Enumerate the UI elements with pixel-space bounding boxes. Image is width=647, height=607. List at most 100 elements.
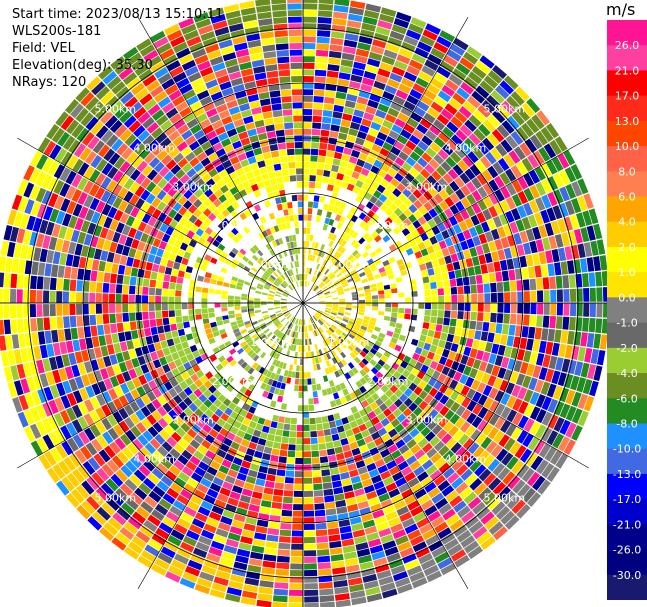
velocity-gate [174,358,183,368]
velocity-gate [147,455,160,467]
velocity-gate [327,255,333,262]
velocity-gate [243,584,259,593]
velocity-gate [508,150,521,164]
velocity-gate [322,259,328,266]
velocity-gate [404,313,411,320]
velocity-gate [385,307,392,312]
velocity-gate [247,305,254,309]
velocity-gate [321,123,331,131]
velocity-gate [295,254,299,261]
velocity-gate [266,268,273,275]
velocity-gate [369,347,378,355]
velocity-gate [403,218,412,227]
velocity-gate [373,159,383,169]
velocity-gate [135,422,147,434]
velocity-gate [422,459,434,471]
velocity-gate [209,482,222,493]
velocity-gate [121,502,135,516]
velocity-gate [72,434,85,449]
velocity-gate [188,194,198,204]
velocity-gate [149,279,157,288]
velocity-gate [464,303,471,312]
velocity-gate [304,326,306,332]
velocity-gate [257,132,268,141]
velocity-gate [475,274,483,284]
velocity-gate [411,244,420,253]
velocity-gate [332,567,346,575]
velocity-gate [434,521,449,534]
velocity-gate [315,312,322,317]
velocity-gate [383,173,394,183]
velocity-gate [400,269,408,277]
velocity-gate [395,322,403,329]
velocity-gate [106,497,120,511]
velocity-gate [503,247,512,259]
velocity-gate [434,401,444,413]
velocity-gate [216,418,226,427]
velocity-gate [389,321,396,328]
velocity-gate [597,350,606,366]
velocity-gate [311,241,316,249]
velocity-gate [351,272,359,278]
velocity-gate [171,368,181,377]
velocity-gate [521,157,534,172]
velocity-gate [317,436,326,444]
velocity-gate [515,219,525,232]
velocity-gate [313,96,324,103]
velocity-gate [303,135,312,142]
velocity-gate [270,265,276,272]
velocity-gate [485,151,497,165]
velocity-gate [527,436,540,451]
colorbar-tick-label: 17.0 [615,90,640,103]
velocity-gate [190,472,203,483]
velocity-gate [421,499,434,511]
velocity-gate [64,366,74,380]
velocity-gate [129,413,141,425]
velocity-gate [370,317,377,323]
velocity-gate [420,426,431,437]
velocity-gate [284,215,290,223]
velocity-gate [235,183,245,192]
velocity-gate [292,338,296,345]
velocity-gate [418,400,429,411]
velocity-gate [303,76,314,83]
velocity-gate [293,115,303,122]
velocity-gate [311,450,320,458]
velocity-gate [283,264,289,271]
velocity-gate [270,454,279,463]
velocity-gate [516,464,530,479]
ring-label: 2.00km [367,375,409,388]
velocity-gate [219,328,226,335]
velocity-gate [173,394,183,405]
velocity-gate [502,324,510,335]
velocity-gate [374,422,384,431]
velocity-gate [87,372,97,385]
velocity-gate [401,418,411,428]
velocity-gate [438,295,445,303]
ring-label: 4.00km [133,453,175,466]
velocity-gate [404,559,420,570]
velocity-gate [425,534,440,546]
velocity-gate [295,267,299,274]
velocity-gate [195,286,202,293]
velocity-gate [328,366,334,374]
velocity-gate [282,102,292,110]
velocity-gate [188,392,198,402]
velocity-gate [213,399,222,408]
velocity-gate [0,288,3,303]
velocity-gate [237,55,251,64]
velocity-gate [448,350,457,361]
velocity-gate [299,365,303,372]
velocity-gate [297,247,301,254]
velocity-gate [417,241,426,251]
velocity-gate [249,134,259,143]
velocity-gate [438,131,450,143]
velocity-gate [389,394,399,403]
velocity-gate [122,72,138,85]
velocity-gate [208,546,223,557]
velocity-gate [0,351,10,367]
velocity-gate [471,65,487,80]
velocity-gate [269,90,281,98]
velocity-gate [332,303,339,305]
velocity-gate [396,183,406,193]
